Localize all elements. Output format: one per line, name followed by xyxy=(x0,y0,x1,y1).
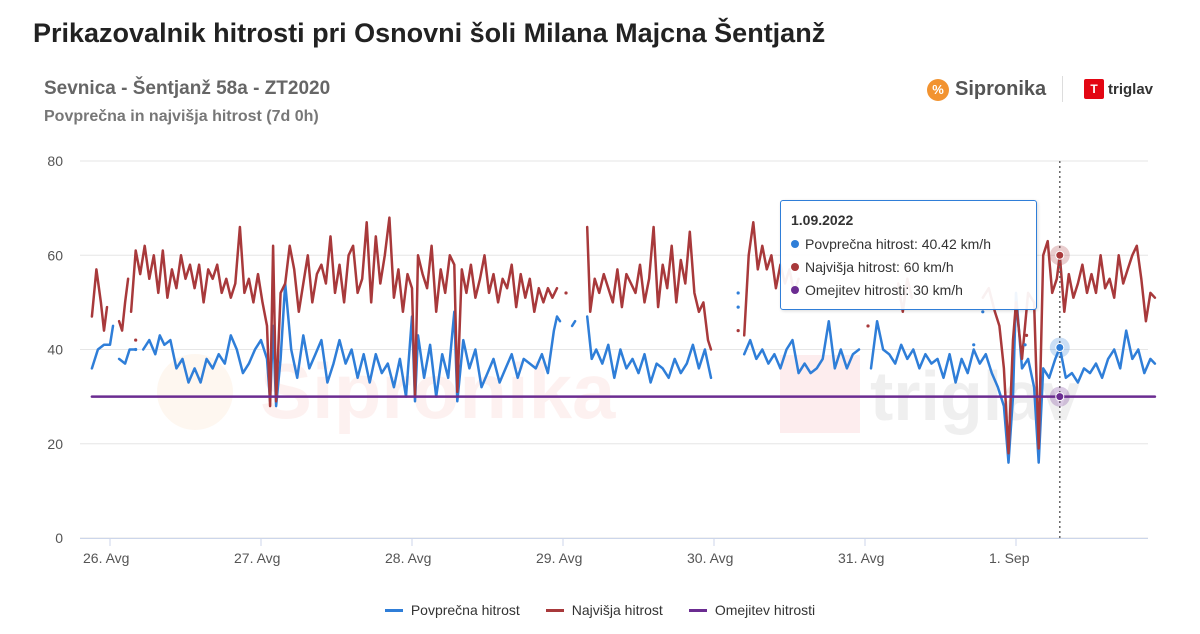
hover-marker-limit xyxy=(1055,392,1065,402)
chart-legend: Povprečna hitrost Najvišja hitrost Omeji… xyxy=(0,602,1200,618)
x-tick-label: 29. Avg xyxy=(536,550,582,566)
series-line-max-1 xyxy=(117,277,130,332)
chart-subtitle: Povprečna in najvišja hitrost (7d 0h) xyxy=(44,108,319,125)
x-tick-label: 27. Avg xyxy=(234,550,280,566)
data-point xyxy=(134,347,138,352)
data-point xyxy=(134,338,138,342)
triglav-logo-text: triglav xyxy=(1108,80,1154,98)
series-line-average-4 xyxy=(585,315,713,384)
hover-marker-average xyxy=(1055,343,1065,353)
y-tick-label: 60 xyxy=(47,247,63,263)
legend-label-average: Povprečna hitrost xyxy=(410,602,520,618)
triglav-logo: T triglav xyxy=(1084,79,1153,99)
series-line-average-0 xyxy=(90,324,115,370)
y-tick-label: 40 xyxy=(47,342,63,358)
hover-marker-max xyxy=(1055,250,1065,260)
tooltip-row-average: Povprečna hitrost: 40.42 km/h xyxy=(791,236,991,252)
x-tick-label: 30. Avg xyxy=(687,550,733,566)
series-line-max-0 xyxy=(90,268,109,332)
series-line-max-3 xyxy=(585,225,713,351)
x-tick-label: 26. Avg xyxy=(83,550,129,566)
chart-tooltip: 1.09.2022 Povprečna hitrost: 40.42 km/h … xyxy=(780,200,1037,310)
series-line-max-6 xyxy=(981,239,1157,455)
legend-swatch-average xyxy=(384,608,403,612)
y-tick-label: 80 xyxy=(47,153,63,169)
series-line-average-6 xyxy=(869,291,1157,464)
data-point xyxy=(972,343,976,347)
watermark-sipronika-icon xyxy=(157,354,233,430)
sipronika-logo-icon: % xyxy=(927,78,949,101)
tooltip-limit-dot xyxy=(791,286,799,294)
y-tick-label: 20 xyxy=(47,436,63,452)
tooltip-row-limit: Omejitev hitrosti: 30 km/h xyxy=(791,282,963,298)
x-tick-label: 1. Sep xyxy=(989,550,1030,566)
tooltip-max-dot xyxy=(791,263,799,271)
series-line-average-1 xyxy=(117,348,137,365)
legend-swatch-limit xyxy=(688,608,707,612)
x-tick-label: 31. Avg xyxy=(838,550,884,566)
chart-title: Sevnica - Šentjanž 58a - ZT2020 xyxy=(44,78,331,99)
data-point xyxy=(736,291,740,295)
sipronika-logo-text: Sipronika xyxy=(955,78,1047,100)
y-tick-label: 0 xyxy=(55,530,63,546)
sipronika-logo: % Sipronika xyxy=(927,78,1046,101)
tooltip-row-max: Najvišja hitrost: 60 km/h xyxy=(791,259,954,275)
data-point xyxy=(866,324,870,328)
tooltip-average-dot xyxy=(791,240,799,248)
legend-label-limit: Omejitev hitrosti xyxy=(714,602,816,618)
legend-item-max[interactable]: Najvišja hitrost xyxy=(545,602,663,618)
data-point xyxy=(736,305,740,309)
logo-divider xyxy=(1062,76,1063,102)
page-title: Prikazovalnik hitrosti pri Osnovni šoli … xyxy=(33,18,826,48)
tooltip-date: 1.09.2022 xyxy=(791,212,854,228)
series-line-average-2 xyxy=(141,282,562,408)
series-line-average-3 xyxy=(570,319,577,328)
tooltip-max-text: Najvišja hitrost: 60 km/h xyxy=(805,259,954,275)
x-tick-label: 28. Avg xyxy=(385,550,431,566)
tooltip-average-text: Povprečna hitrost: 40.42 km/h xyxy=(805,236,991,252)
data-point xyxy=(1023,343,1027,347)
legend-label-max: Najvišja hitrost xyxy=(571,602,663,618)
data-point xyxy=(1024,333,1029,337)
data-point xyxy=(736,329,740,333)
series-line-max-2 xyxy=(129,216,559,408)
series-line-average-5 xyxy=(742,319,861,375)
legend-item-average[interactable]: Povprečna hitrost xyxy=(384,602,520,618)
legend-item-limit[interactable]: Omejitev hitrosti xyxy=(688,602,816,618)
data-point xyxy=(564,291,568,295)
data-point xyxy=(981,310,985,314)
triglav-logo-icon: T xyxy=(1084,79,1104,99)
legend-swatch-max xyxy=(545,608,564,612)
tooltip-limit-text: Omejitev hitrosti: 30 km/h xyxy=(805,282,963,298)
